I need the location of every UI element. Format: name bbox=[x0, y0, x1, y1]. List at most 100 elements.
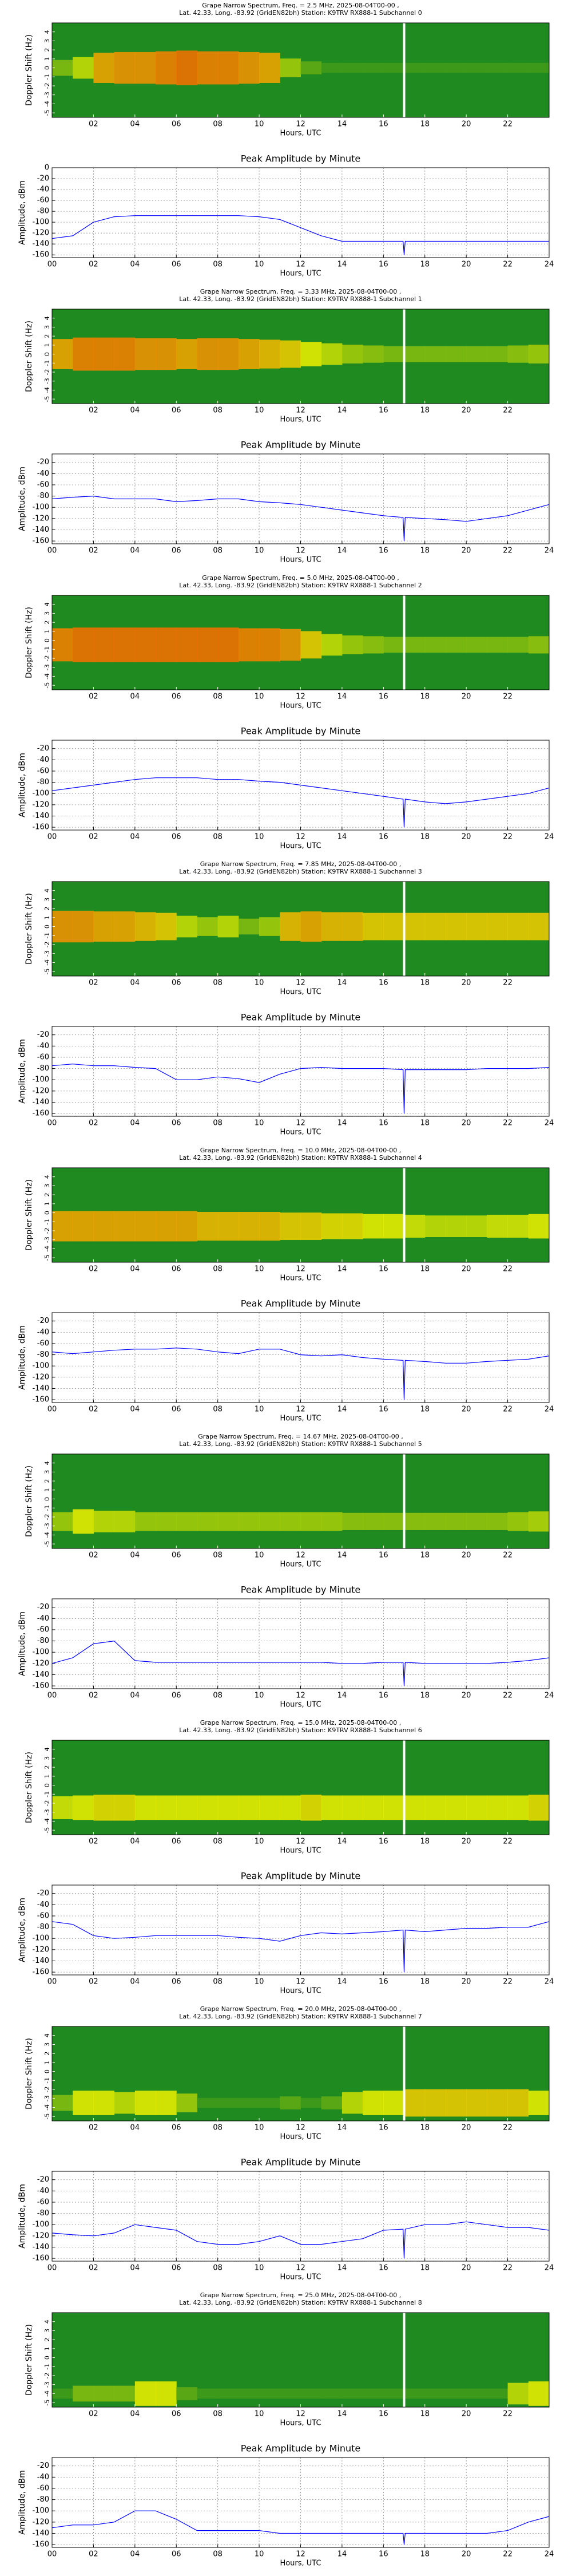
spectrogram-band bbox=[134, 1795, 156, 1820]
amplitude-line bbox=[51, 2510, 550, 2545]
x-tick-label: 18 bbox=[420, 1978, 430, 1986]
spectrogram-band bbox=[93, 1511, 115, 1532]
spectrogram-band bbox=[445, 637, 467, 653]
x-tick-label: 14 bbox=[337, 2410, 347, 2419]
x-tick-label: 22 bbox=[503, 1838, 513, 1846]
y-tick-label: -20 bbox=[37, 175, 49, 183]
x-tick-label: 18 bbox=[420, 120, 430, 129]
spectrogram-band bbox=[259, 2388, 280, 2399]
x-tick-label: 22 bbox=[503, 1405, 513, 1414]
spectrogram-band bbox=[487, 1795, 509, 1820]
y-tick-label: 0 bbox=[43, 2356, 51, 2360]
x-tick-label: 12 bbox=[296, 1692, 305, 1700]
x-tick-label: 20 bbox=[462, 1405, 471, 1414]
y-axis-label: Doppler Shift (Hz) bbox=[25, 1752, 34, 1823]
spectrogram-band bbox=[197, 51, 219, 85]
spectrogram-band bbox=[341, 1512, 363, 1530]
x-tick-label: 08 bbox=[213, 406, 223, 415]
spectrogram-band bbox=[114, 1211, 136, 1242]
x-tick-label: 18 bbox=[420, 979, 430, 987]
y-tick-label: -80 bbox=[37, 1064, 49, 1073]
spectrogram-band bbox=[363, 1795, 384, 1820]
y-tick-label: -100 bbox=[32, 1934, 49, 1943]
y-tick-label: -3 bbox=[43, 92, 51, 98]
y-axis-label: Amplitude, dBm bbox=[18, 1325, 27, 1390]
y-tick-label: -40 bbox=[37, 1328, 49, 1337]
y-axis-label: Doppler Shift (Hz) bbox=[25, 321, 34, 392]
x-tick-label: 20 bbox=[462, 833, 471, 841]
y-tick-label: 4 bbox=[43, 888, 51, 892]
x-tick-label: 08 bbox=[213, 260, 223, 269]
spectrogram-band bbox=[341, 2092, 363, 2114]
spectrogram-band bbox=[134, 338, 156, 370]
spectrogram-band bbox=[321, 2096, 343, 2109]
x-tick-label: 08 bbox=[213, 1838, 223, 1846]
chart-subtitle: Lat. 42.33, Long. -83.92 (GridEN82bh) St… bbox=[179, 868, 422, 875]
amplitude-line bbox=[51, 777, 550, 828]
x-tick-label: 22 bbox=[503, 406, 513, 415]
x-tick-label: 08 bbox=[213, 2124, 223, 2132]
y-tick-label: -160 bbox=[32, 1396, 49, 1404]
y-tick-label: -80 bbox=[37, 1637, 49, 1645]
x-tick-label: 06 bbox=[172, 1692, 181, 1700]
y-tick-label: 2 bbox=[43, 2338, 51, 2342]
spectrogram-band bbox=[73, 627, 94, 662]
x-tick-label: 18 bbox=[420, 2124, 430, 2132]
x-tick-label: 06 bbox=[172, 1265, 181, 1274]
y-tick-label: -80 bbox=[37, 1923, 49, 1931]
y-tick-label: -1 bbox=[43, 2364, 51, 2370]
spectrogram-band bbox=[300, 631, 322, 659]
y-tick-label: 1 bbox=[43, 57, 51, 61]
y-tick-label: -120 bbox=[32, 800, 49, 809]
x-tick-label: 16 bbox=[379, 1978, 388, 1986]
x-tick-label: 16 bbox=[379, 2550, 388, 2559]
y-tick-label: 0 bbox=[43, 352, 51, 356]
spectrogram-band bbox=[156, 2091, 177, 2115]
spectrogram-band bbox=[445, 2388, 467, 2399]
y-tick-label: -160 bbox=[32, 823, 49, 832]
spectrogram-band bbox=[466, 2388, 487, 2399]
spectrogram-band bbox=[156, 2381, 177, 2406]
y-tick-label: -120 bbox=[32, 2231, 49, 2240]
spectrogram-band bbox=[487, 2089, 509, 2117]
chart-subtitle: Lat. 42.33, Long. -83.92 (GridEN82bh) St… bbox=[179, 1726, 422, 1734]
y-tick-label: 2 bbox=[43, 48, 51, 52]
x-tick-label: 18 bbox=[420, 2550, 430, 2559]
y-tick-label: -60 bbox=[37, 196, 49, 205]
spectrogram-band bbox=[217, 2388, 239, 2399]
x-tick-label: 12 bbox=[296, 1551, 305, 1560]
data-gap bbox=[403, 882, 406, 976]
spectrogram-band bbox=[383, 62, 405, 73]
spectrogram-band bbox=[52, 339, 73, 369]
spectrogram-band bbox=[93, 911, 115, 942]
x-tick-label: 02 bbox=[89, 120, 98, 129]
spectrogram-band bbox=[93, 627, 115, 662]
spectrogram-band bbox=[259, 1795, 280, 1820]
spectrogram-band bbox=[528, 2381, 550, 2406]
y-tick-label: 4 bbox=[43, 2320, 51, 2324]
x-tick-label: 24 bbox=[545, 1119, 554, 1128]
x-tick-label: 12 bbox=[296, 833, 305, 841]
y-axis-label: Amplitude, dBm bbox=[18, 1039, 27, 1104]
spectrogram-band bbox=[466, 1795, 487, 1820]
y-tick-label: -20 bbox=[37, 458, 49, 467]
spectrogram-band bbox=[424, 2089, 446, 2117]
chart-title: Grape Narrow Spectrum, Freq. = 14.67 MHz… bbox=[198, 1433, 403, 1440]
x-tick-label: 14 bbox=[337, 260, 347, 269]
y-tick-label: 4 bbox=[43, 1175, 51, 1179]
spectrogram-band bbox=[176, 1512, 197, 1531]
x-tick-label: 08 bbox=[213, 120, 223, 129]
x-tick-label: 22 bbox=[503, 2550, 513, 2559]
y-tick-label: -60 bbox=[37, 1053, 49, 1061]
y-tick-label: 4 bbox=[43, 316, 51, 320]
x-tick-label: 04 bbox=[130, 547, 140, 555]
spectrogram-band bbox=[217, 1212, 239, 1241]
spectrogram-band bbox=[134, 52, 156, 84]
spectrogram-band bbox=[197, 338, 219, 370]
y-axis-label: Doppler Shift (Hz) bbox=[25, 607, 34, 678]
spectrogram-band bbox=[134, 2091, 156, 2115]
y-tick-label: -5 bbox=[43, 969, 51, 975]
x-tick-label: 20 bbox=[462, 1692, 471, 1700]
spectrogram-band bbox=[528, 345, 550, 364]
x-tick-label: 22 bbox=[503, 2124, 513, 2132]
